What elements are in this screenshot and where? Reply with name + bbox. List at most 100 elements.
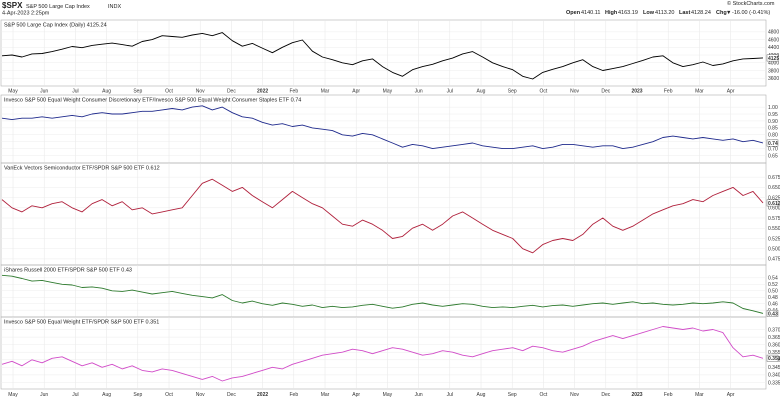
y-tick-label: 0.525	[768, 236, 780, 242]
high-label: High	[605, 10, 618, 16]
x-tick-label: Nov	[570, 89, 579, 95]
y-tick-label: 3800	[768, 68, 779, 74]
last-value-label: 0.612	[768, 201, 780, 207]
chg-label: Chg	[716, 10, 727, 16]
symbol-label: $SPX	[2, 1, 23, 10]
last-value-box	[766, 54, 779, 62]
chart-panel: 0.3700.3650.3600.3550.3500.3450.3400.335…	[0, 316, 780, 390]
x-tick-label-bottom: Nov	[196, 392, 205, 398]
x-tick-label: Sep	[133, 89, 142, 95]
chart-panel: 1.000.950.900.850.800.750.700.65Invesco …	[0, 94, 779, 164]
x-tick-label: Mar	[321, 89, 330, 95]
x-tick-label-bottom: Jul	[72, 392, 78, 398]
x-tick-label-bottom: Nov	[570, 392, 579, 398]
y-tick-label: 0.95	[768, 112, 778, 118]
x-tick-label-bottom: Jun	[415, 392, 423, 398]
y-tick-label: 0.54	[768, 276, 778, 282]
last-value-label: 0.43	[768, 311, 778, 317]
y-tick-label: 0.675	[768, 175, 780, 181]
last-value-label: 0.74	[768, 141, 778, 147]
y-tick-label: 0.370	[768, 327, 780, 333]
x-tick-label: Jun	[415, 89, 423, 95]
x-tick-label-bottom: Mar	[321, 392, 330, 398]
panel-frame	[0, 162, 767, 266]
y-tick-label: 4400	[768, 45, 779, 51]
x-tick-label: Dec	[601, 89, 610, 95]
x-tick-label: Sep	[508, 89, 517, 95]
y-tick-label: 0.500	[768, 246, 780, 252]
y-tick-label: 0.65	[768, 153, 778, 159]
chart-panel: 0.540.520.500.480.460.44iShares Russell …	[0, 264, 779, 318]
x-tick-label-bottom: Apr	[727, 392, 735, 398]
x-tick-label: Feb	[664, 89, 673, 95]
chart-panel: 4800460044004200400038003600S&P 500 Larg…	[0, 19, 779, 87]
x-tick-label-bottom: Feb	[664, 392, 673, 398]
high-value: 4163.19	[618, 10, 638, 16]
last-value-box	[766, 199, 779, 207]
last-value-box	[766, 354, 779, 362]
x-tick-label: Dec	[227, 89, 236, 95]
panel-frame	[0, 19, 767, 87]
x-tick-label-bottom: Oct	[165, 392, 173, 398]
x-tick-label: May	[383, 89, 393, 95]
x-tick-label-bottom: Feb	[289, 392, 298, 398]
x-tick-label: Feb	[289, 89, 298, 95]
series-line	[1, 105, 764, 150]
series-line	[1, 178, 764, 254]
x-tick-label-bottom: Sep	[508, 392, 517, 398]
exchange-label: INDX	[108, 4, 121, 10]
y-tick-label: 0.48	[768, 295, 778, 301]
y-tick-label: 3600	[768, 76, 779, 82]
low-value: 4113.20	[655, 10, 674, 16]
y-tick-label: 0.46	[768, 301, 778, 307]
x-tick-label: Apr	[727, 89, 735, 95]
y-tick-label: 0.360	[768, 342, 780, 348]
y-tick-label: 0.365	[768, 335, 780, 341]
x-tick-label: Oct	[540, 89, 548, 95]
open-label: Open	[566, 10, 581, 16]
x-tick-label: Jun	[40, 89, 48, 95]
x-tick-label: 2023	[631, 89, 642, 95]
y-tick-label: 0.550	[768, 226, 780, 232]
x-tick-label: Aug	[102, 89, 111, 95]
series-line	[1, 32, 764, 80]
x-tick-label-bottom: Dec	[601, 392, 610, 398]
x-tick-label: Mar	[695, 89, 704, 95]
last-value-label: 4125	[768, 56, 779, 62]
y-tick-label: 0.625	[768, 195, 780, 201]
y-tick-label: 4000	[768, 61, 779, 67]
x-tick-label-bottom: 2022	[257, 392, 268, 398]
x-tick-label-bottom: Jul	[447, 392, 453, 398]
y-tick-label: 0.70	[768, 146, 778, 152]
y-tick-label: 0.575	[768, 216, 780, 222]
last-label: Last	[679, 10, 690, 16]
panel-title: S&P 500 Large Cap Index (Daily) 4125.24	[4, 23, 107, 29]
x-tick-label: 2022	[257, 89, 268, 95]
symbol-name: S&P 500 Large Cap Index	[26, 4, 90, 10]
open-value: 4140.11	[581, 10, 600, 16]
series-line	[1, 326, 764, 382]
x-tick-label-bottom: Apr	[352, 392, 360, 398]
low-label: Low	[643, 10, 655, 16]
y-tick-label: 0.335	[768, 380, 780, 386]
panel-title: Invesco S&P 500 Equal Weight Consumer Di…	[4, 98, 301, 104]
panel-frame	[0, 316, 767, 390]
y-tick-label: 4800	[768, 30, 779, 36]
x-tick-label: May	[8, 89, 18, 95]
x-tick-label: Nov	[196, 89, 205, 95]
x-tick-label: Jul	[447, 89, 453, 95]
x-tick-label: Aug	[477, 89, 486, 95]
x-tick-label-bottom: May	[8, 392, 18, 398]
chg-arrow: ▼	[726, 10, 731, 16]
panel-title: VanEck Vectors Semiconductor ETF/SPDR S&…	[4, 166, 160, 172]
y-tick-label: 0.80	[768, 133, 778, 139]
last-value: 4128.24	[691, 10, 711, 16]
y-tick-label: 0.50	[768, 289, 778, 295]
y-tick-label: 4600	[768, 37, 779, 43]
date-label: 4-Apr-2023 2:25pm	[2, 11, 50, 17]
x-tick-label-bottom: Dec	[227, 392, 236, 398]
y-tick-label: 0.52	[768, 282, 778, 288]
last-value-box	[766, 139, 779, 147]
panel-frame	[0, 94, 767, 164]
